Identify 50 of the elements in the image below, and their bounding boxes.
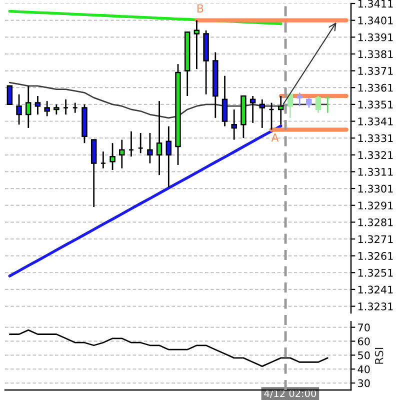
candlestick	[119, 139, 125, 170]
candlestick	[287, 94, 294, 119]
candlestick	[296, 92, 302, 107]
y-tick-label: 70	[358, 324, 370, 332]
data-label: A	[271, 133, 279, 142]
y-tick-label: 1.3281	[358, 218, 393, 226]
y-tick-label: 1.3391	[358, 33, 393, 42]
y-tick-label: 1.3271	[358, 235, 393, 244]
candlestick	[54, 104, 60, 116]
candlestick	[250, 95, 256, 124]
candlestick	[278, 95, 284, 126]
y-tick-label: 1.3321	[358, 151, 393, 159]
line-series	[8, 329, 328, 367]
candlestick	[315, 95, 322, 114]
y-tick-label: 1.3371	[358, 67, 393, 75]
y-tick-label: 1.3311	[358, 168, 393, 176]
candlestick	[6, 85, 13, 106]
candlestick	[156, 100, 162, 176]
candlestick	[166, 126, 172, 188]
y-tick-label: 1.3341	[358, 117, 393, 126]
y-tick-label: 1.3331	[358, 134, 393, 142]
y-tick-label: 1.3411	[358, 0, 393, 8]
candlestick	[26, 85, 32, 129]
y-tick-label: 1.3401	[358, 16, 393, 24]
candlestick	[259, 98, 266, 129]
y-tick-label: 1.3381	[358, 50, 393, 58]
candlestick	[110, 142, 116, 171]
candlestick	[147, 132, 153, 164]
y-tick-label: 1.3231	[358, 302, 393, 310]
candlestick	[16, 94, 22, 126]
data-label: B	[197, 4, 204, 12]
y-tick-label: 40	[358, 365, 370, 374]
y-tick-label: 1.3301	[358, 184, 393, 193]
y-tick-label: 1.3251	[358, 268, 393, 277]
y-tick-label: 1.3351	[358, 100, 393, 109]
line-series	[8, 124, 282, 278]
candlestick	[306, 97, 312, 108]
y-tick-label: 30	[358, 379, 370, 388]
y-tick-label: 1.3241	[358, 286, 393, 294]
candlestick	[231, 108, 237, 140]
y-tick-label: 60	[358, 337, 370, 346]
candlestick	[44, 100, 50, 117]
y-tick-label: 1.3361	[358, 84, 393, 92]
candlestick	[34, 95, 41, 116]
y-tick-label: 1.3261	[358, 252, 393, 260]
candlestick	[222, 75, 228, 127]
candlestick	[90, 139, 97, 208]
y-tick-label: 50	[358, 351, 370, 360]
y-axis-title: RSI	[374, 348, 384, 364]
y-tick-label: 1.3291	[358, 202, 393, 210]
